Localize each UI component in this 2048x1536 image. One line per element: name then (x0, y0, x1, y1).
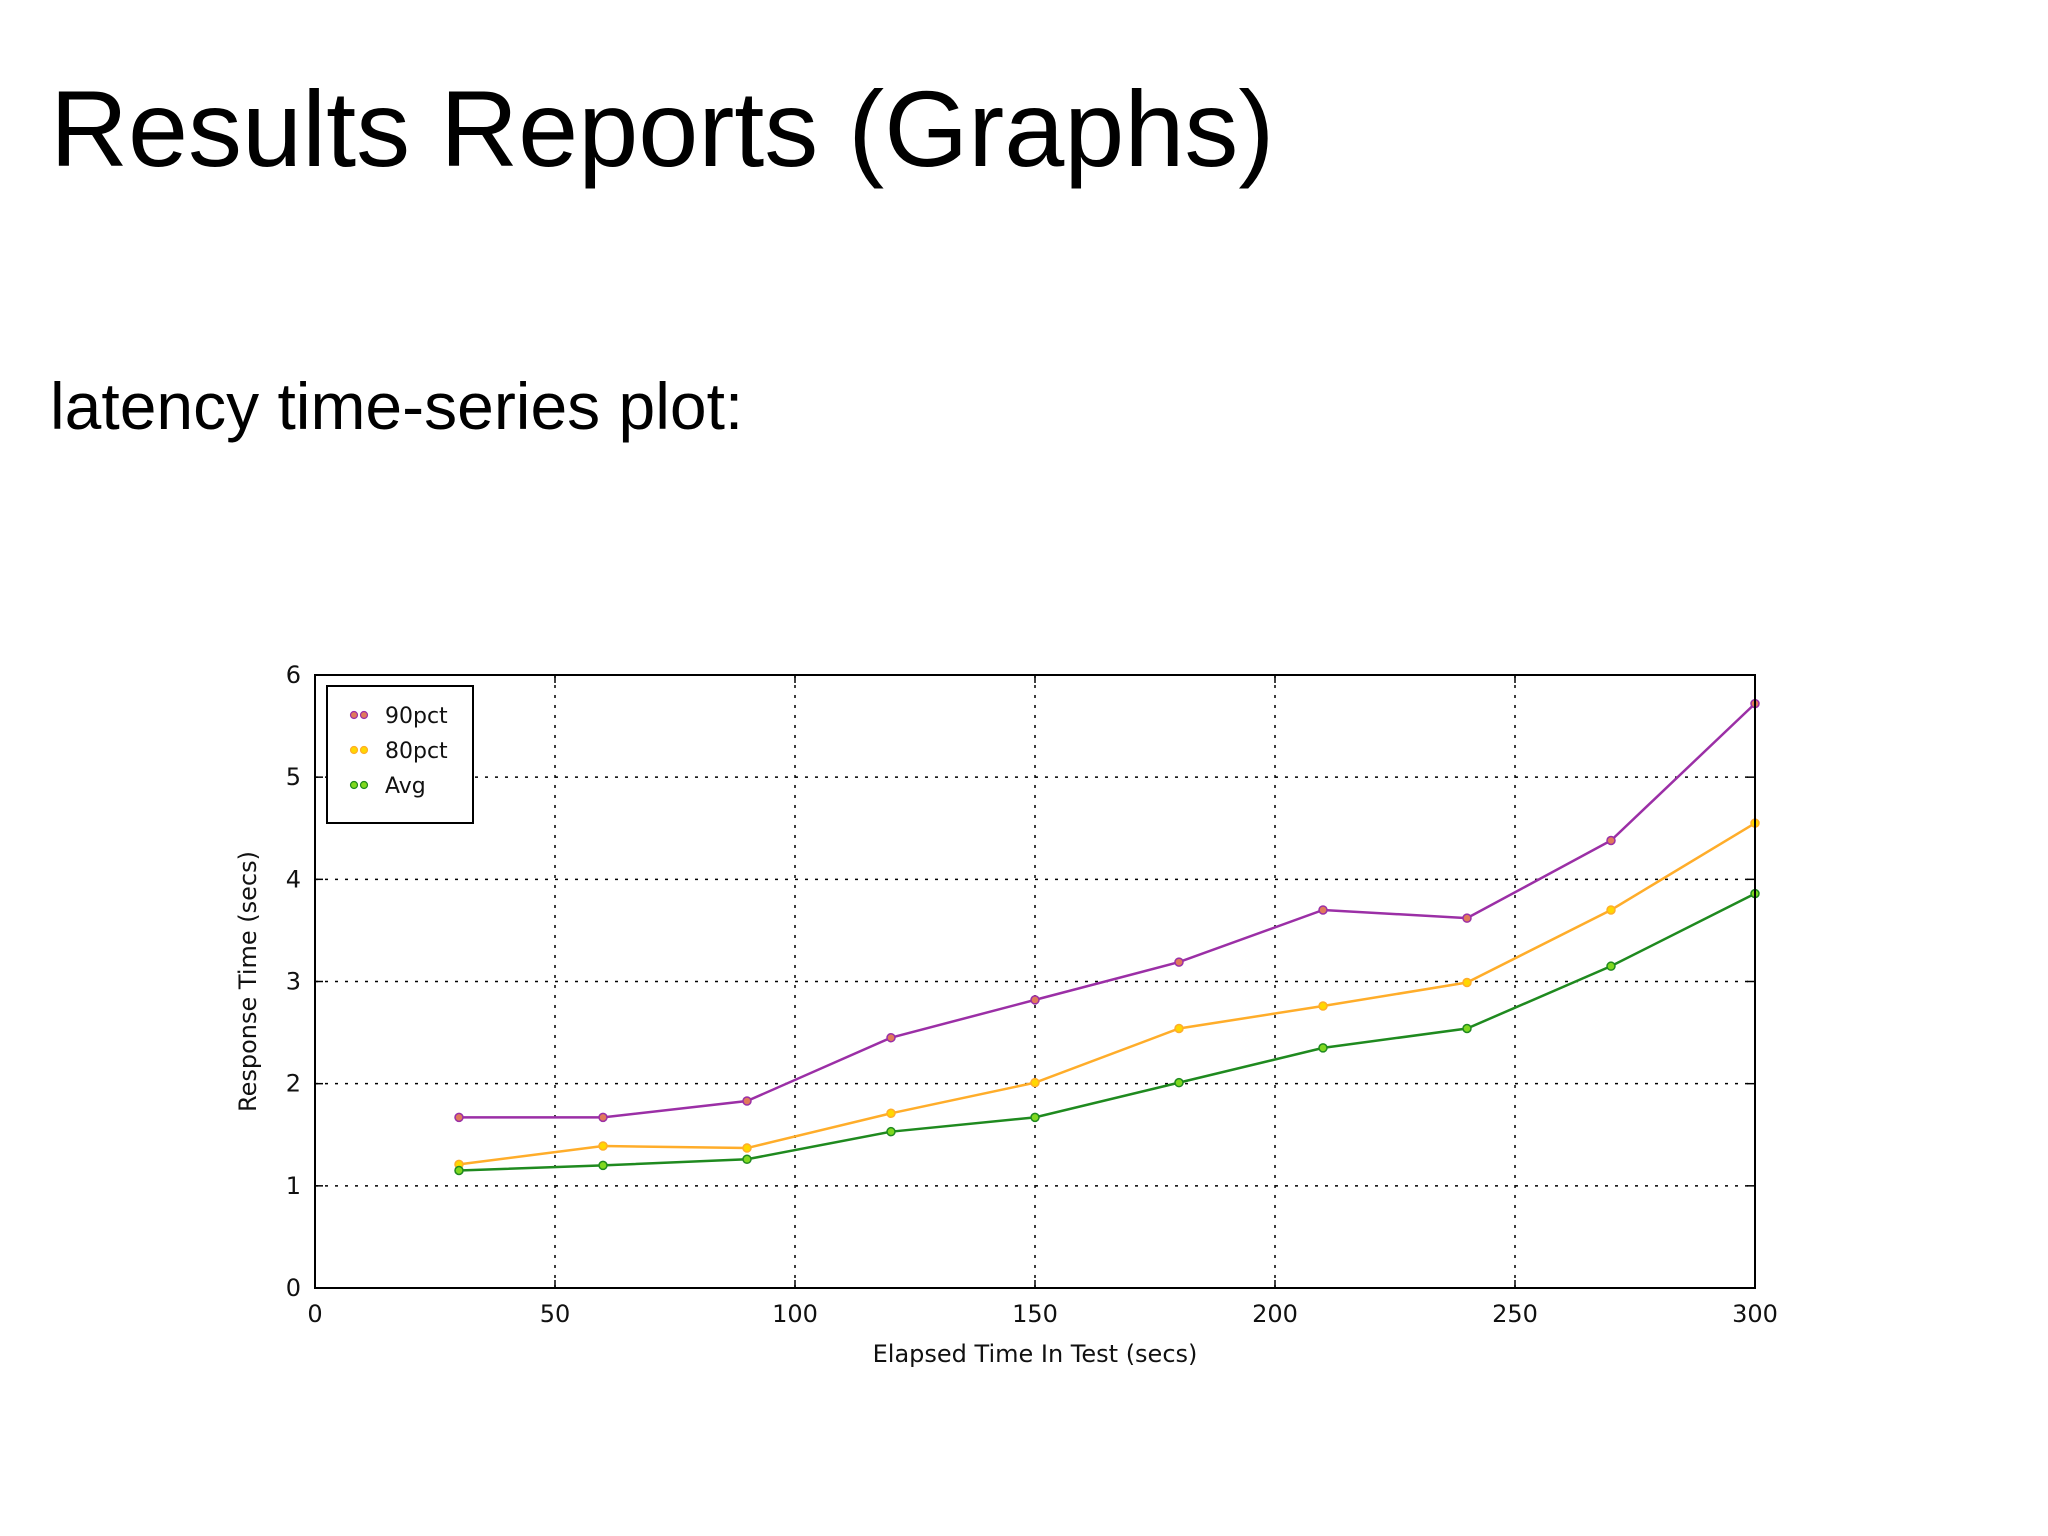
data-point (1030, 1112, 1040, 1123)
chart-series (454, 698, 1760, 1176)
y-tick-label: 1 (286, 1172, 301, 1200)
data-point (1174, 1077, 1184, 1088)
legend-marker (349, 745, 359, 755)
y-tick-label: 5 (286, 763, 301, 791)
y-tick-label: 2 (286, 1070, 301, 1098)
data-point (742, 1096, 752, 1106)
chart-grid (315, 675, 1755, 1288)
y-tick-label: 3 (286, 968, 301, 996)
plot-frame (314, 674, 1756, 1289)
data-point (1030, 1077, 1040, 1088)
data-point (1318, 1001, 1328, 1011)
data-point (1030, 995, 1040, 1005)
x-tick-label: 250 (1492, 1300, 1538, 1328)
series-line-avg (458, 892, 1756, 1172)
data-point (1318, 1043, 1328, 1053)
series-line-80pct (458, 822, 1756, 1166)
legend-marker (349, 710, 359, 720)
data-point (886, 1126, 896, 1137)
data-point (742, 1143, 752, 1153)
legend-box (326, 685, 474, 824)
y-tick-label: 0 (286, 1274, 301, 1302)
data-point (886, 1108, 896, 1119)
legend-marker (359, 745, 369, 755)
data-point (742, 1154, 752, 1165)
chart-ticks: 0 50 100 150 200 250 300 0 1 2 3 4 5 6 (286, 661, 1778, 1328)
data-point (598, 1112, 608, 1123)
series-line-90pct (459, 702, 1756, 1119)
data-point (1174, 1023, 1184, 1034)
x-tick-label: 150 (1012, 1300, 1058, 1328)
x-tick-label: 200 (1252, 1300, 1298, 1328)
x-tick-label: 0 (307, 1300, 322, 1328)
data-point (1174, 957, 1184, 967)
x-tick-label: 100 (772, 1300, 818, 1328)
legend-label: 80pct (385, 739, 448, 764)
data-point (454, 1165, 464, 1176)
chart-legend: 90pct 80pct Avg (326, 685, 474, 824)
data-point (1462, 1023, 1472, 1034)
legend-marker (359, 710, 369, 720)
data-point (598, 1160, 608, 1171)
data-point (1606, 961, 1616, 971)
y-axis-label: Response Time (secs) (234, 851, 262, 1112)
data-point (598, 1141, 608, 1151)
data-point (454, 1112, 464, 1123)
legend-marker (349, 780, 359, 790)
legend-label: Avg (385, 774, 426, 799)
slide-subtitle: latency time-series plot: (50, 369, 744, 443)
data-point (886, 1032, 896, 1043)
slide-title: Results Reports (Graphs) (50, 68, 1275, 189)
legend-label: 90pct (385, 704, 448, 729)
data-point (1318, 905, 1328, 915)
y-tick-label: 6 (286, 661, 301, 689)
x-axis-label: Elapsed Time In Test (secs) (873, 1340, 1198, 1368)
data-point (1462, 913, 1472, 923)
y-tick-label: 4 (286, 865, 301, 893)
legend-marker (359, 780, 369, 790)
x-tick-label: 300 (1732, 1300, 1778, 1328)
x-tick-label: 50 (540, 1300, 571, 1328)
data-point (1462, 977, 1472, 988)
data-point (1606, 905, 1616, 915)
data-point (1606, 835, 1616, 846)
